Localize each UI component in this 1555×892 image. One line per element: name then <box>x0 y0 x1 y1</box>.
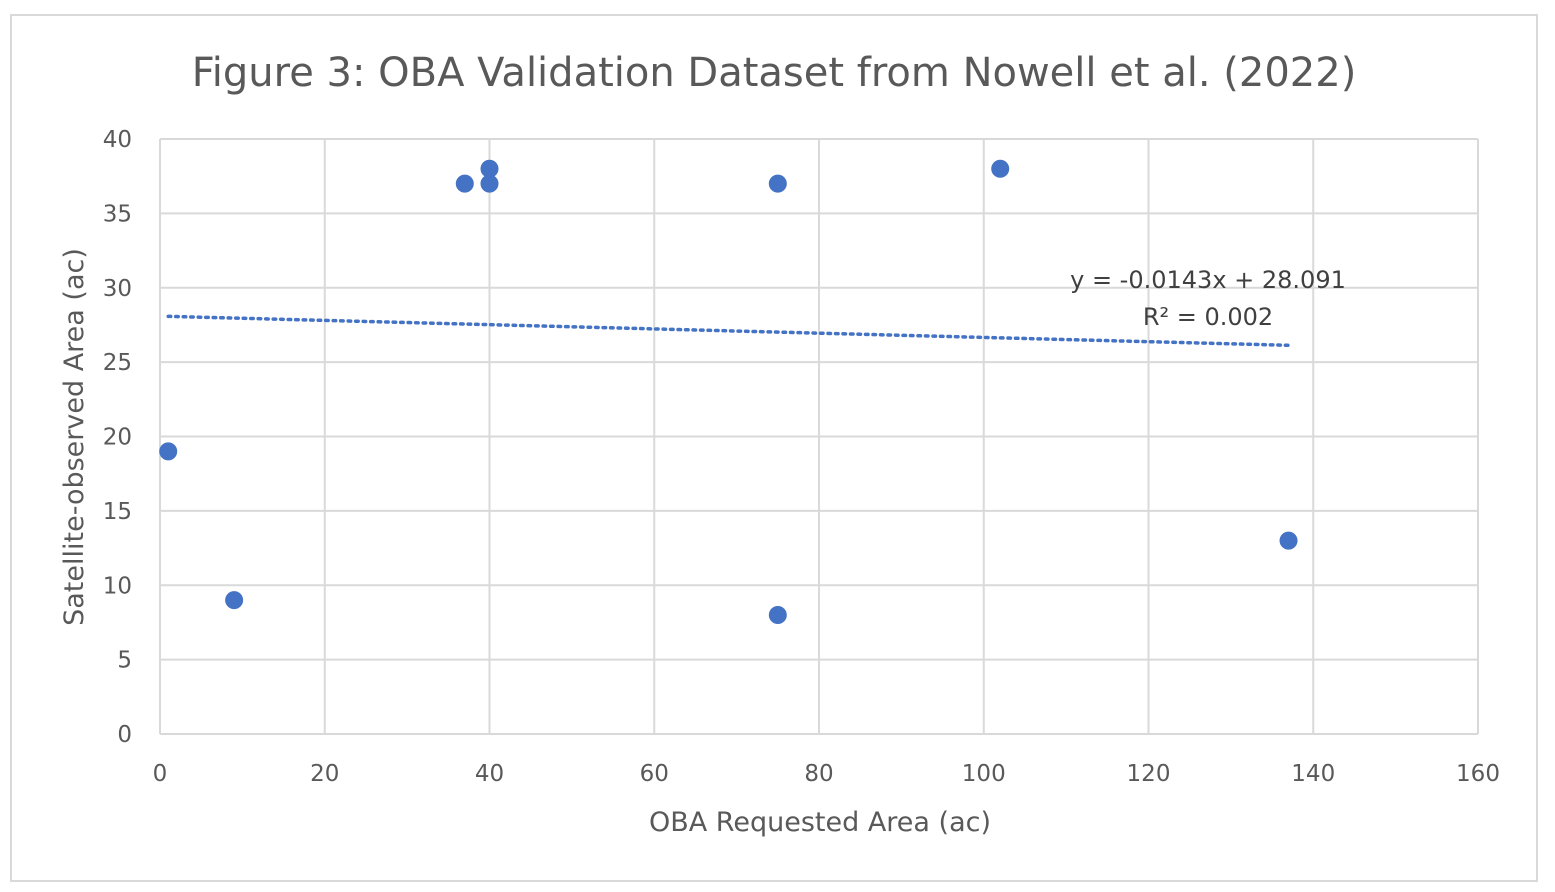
chart-frame <box>10 14 1538 882</box>
data-point-3 <box>480 159 499 178</box>
trendline <box>166 314 1291 348</box>
tick-labels: 0 5 10 15 20 25 30 35 40 0 20 40 60 80 100 120 140 160 <box>103 127 1500 787</box>
data-point-1 <box>225 591 244 610</box>
data-point-8 <box>1279 531 1298 550</box>
y-tick-label-40: 40 <box>103 127 132 153</box>
chart-title: Figure 3: OBA Validation Dataset from No… <box>192 50 1357 96</box>
data-points <box>159 159 1298 624</box>
data-point-5 <box>768 174 787 193</box>
trendline-r-squared: R² = 0.002 <box>1143 303 1273 331</box>
y-tick-label-20: 20 <box>103 425 132 451</box>
y-tick-label-10: 10 <box>103 573 132 599</box>
data-point-2 <box>455 174 474 193</box>
x-tick-label-80: 80 <box>804 761 833 787</box>
x-tick-label-120: 120 <box>1127 761 1171 787</box>
data-point-0 <box>159 442 178 461</box>
x-tick-label-100: 100 <box>962 761 1006 787</box>
x-tick-label-140: 140 <box>1291 761 1335 787</box>
gridlines <box>159 138 1479 735</box>
x-axis-title: OBA Requested Area (ac) <box>649 807 991 838</box>
data-point-4 <box>480 174 499 193</box>
x-tick-label-20: 20 <box>310 761 339 787</box>
trendline-equation: y = -0.0143x + 28.091 <box>1070 266 1346 294</box>
x-tick-label-160: 160 <box>1456 761 1500 787</box>
y-tick-label-5: 5 <box>117 648 132 674</box>
data-point-7 <box>991 159 1010 178</box>
y-tick-label-15: 15 <box>103 499 132 525</box>
y-tick-label-30: 30 <box>103 276 132 302</box>
x-tick-label-40: 40 <box>475 761 504 787</box>
y-tick-label-0: 0 <box>117 722 132 748</box>
y-axis-title: Satellite-observed Area (ac) <box>59 248 90 626</box>
data-point-6 <box>768 606 787 624</box>
y-tick-label-25: 25 <box>103 350 132 376</box>
x-tick-label-0: 0 <box>153 761 168 787</box>
y-tick-label-35: 35 <box>103 201 132 227</box>
x-tick-label-60: 60 <box>640 761 669 787</box>
